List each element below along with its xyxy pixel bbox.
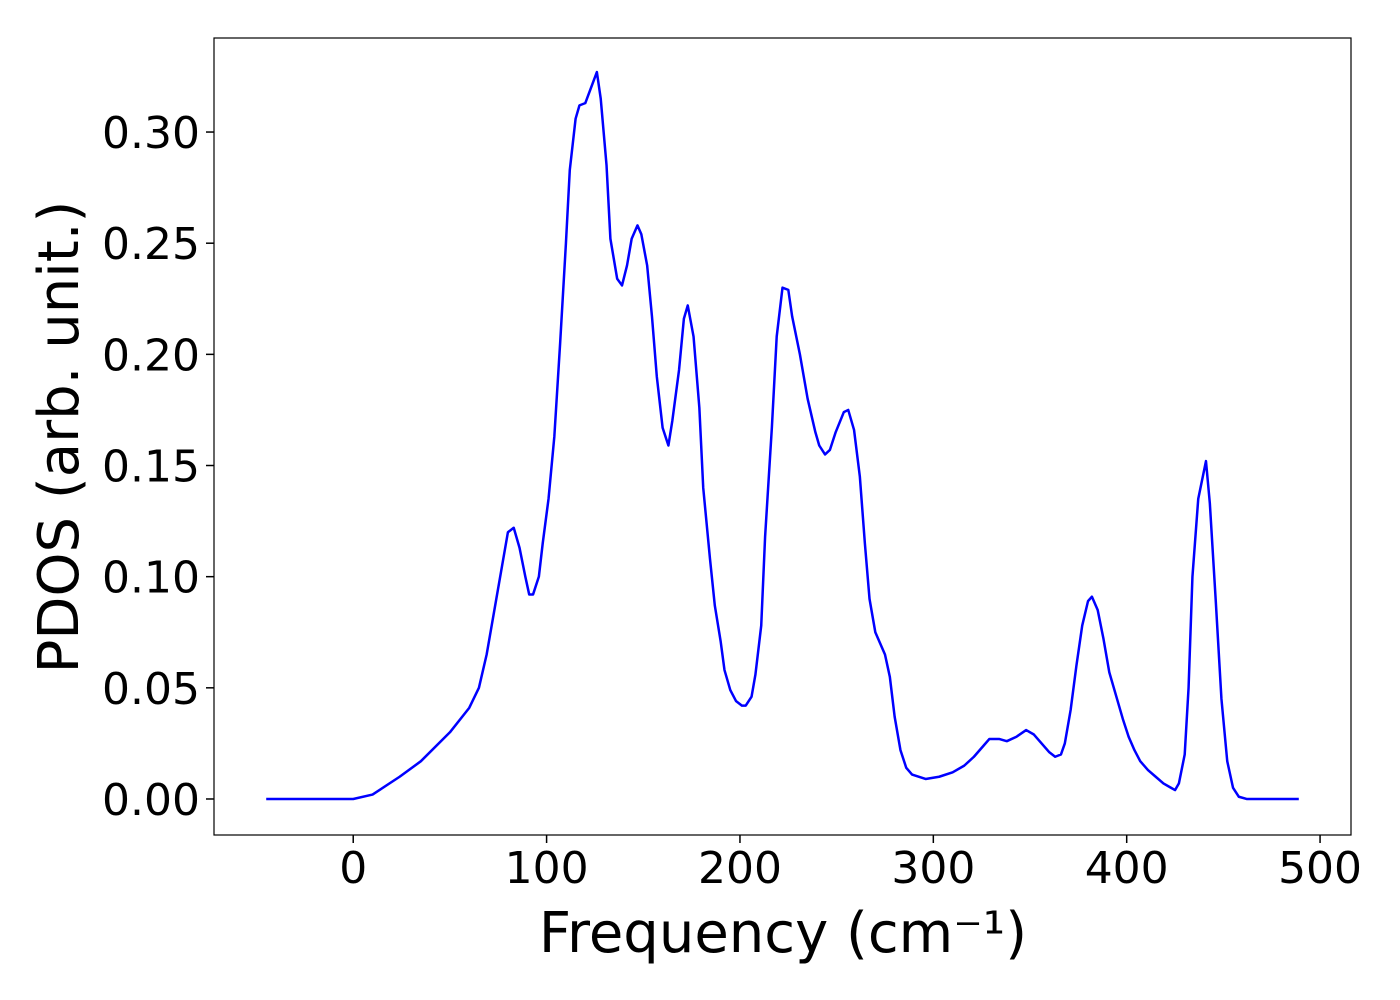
- x-tick-label: 0: [339, 843, 367, 894]
- x-tick-label: 500: [1278, 843, 1362, 894]
- x-tick-label: 400: [1085, 843, 1169, 894]
- y-axis-label: PDOS (arb. unit.): [27, 201, 92, 674]
- data-line: [266, 70, 1299, 801]
- y-tick-label: 0.05: [102, 664, 200, 715]
- x-tick-label: 100: [505, 843, 589, 894]
- x-tick-label: 300: [891, 843, 975, 894]
- y-tick-label: 0.25: [102, 219, 200, 270]
- x-axis-label: Frequency (cm⁻¹): [539, 901, 1027, 966]
- x-tick-label: 200: [698, 843, 782, 894]
- y-tick-label: 0.10: [102, 553, 200, 604]
- y-tick-label: 0.30: [102, 108, 200, 159]
- y-tick-label: 0.20: [102, 330, 200, 381]
- plot-frame: [213, 37, 1352, 836]
- y-tick-label: 0.15: [102, 442, 200, 493]
- y-tick-label: 0.00: [102, 775, 200, 826]
